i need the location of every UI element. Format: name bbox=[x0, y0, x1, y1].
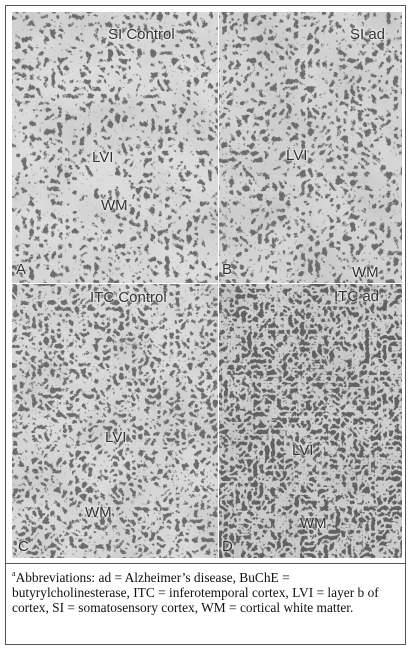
panel-c bbox=[12, 284, 218, 558]
panel-title: ITC Control bbox=[90, 289, 167, 306]
panel-letter: A bbox=[16, 261, 27, 278]
panel-letter: B bbox=[222, 261, 233, 278]
panel-label: WM bbox=[85, 504, 112, 521]
panel-b bbox=[219, 12, 402, 283]
panel-d bbox=[219, 284, 402, 558]
panel-title: ITC ad bbox=[334, 288, 380, 305]
panel-label: WM bbox=[352, 264, 379, 281]
panel-label: LVI bbox=[286, 147, 308, 164]
panel-label: WM bbox=[101, 197, 128, 214]
divider bbox=[5, 563, 406, 564]
panel-letter: C bbox=[18, 538, 29, 555]
footnote-text: Abbreviations: ad = Alzheimer’s disease,… bbox=[12, 570, 379, 615]
micrographs bbox=[12, 12, 402, 558]
panel-title: SI ad bbox=[350, 26, 386, 43]
panel-label: WM bbox=[300, 515, 327, 532]
panel-title: SI Control bbox=[108, 26, 175, 43]
footnote-marker: a bbox=[12, 569, 16, 578]
panel-a bbox=[12, 12, 218, 283]
panel-letter: D bbox=[222, 538, 233, 555]
panel-label: LVI bbox=[105, 429, 127, 446]
footnote: aAbbreviations: ad = Alzheimer’s disease… bbox=[12, 569, 392, 616]
panel-label: LVI bbox=[292, 442, 314, 459]
panel-label: LVI bbox=[92, 149, 114, 166]
figure-frame bbox=[5, 5, 406, 645]
